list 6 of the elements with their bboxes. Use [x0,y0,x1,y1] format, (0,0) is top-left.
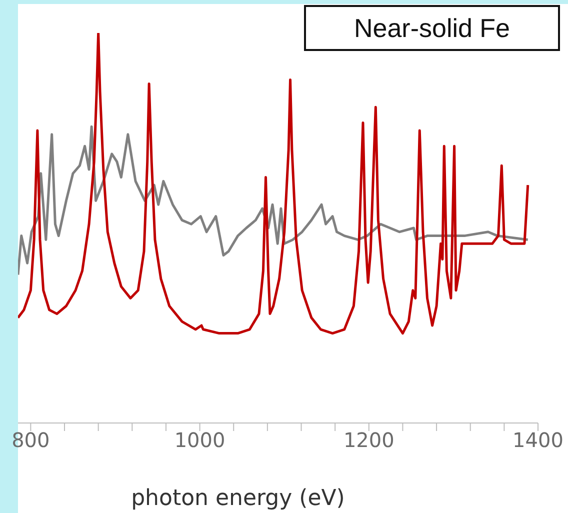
x-tick-label: 1200 [343,428,394,452]
x-tick-label: 1000 [174,428,226,452]
x-tick-label: 800 [12,428,50,452]
text-box: Near-solid Fe [304,5,560,51]
x-tick-label: 1400 [512,428,564,452]
x-axis-title: photon energy (eV) [131,486,345,511]
